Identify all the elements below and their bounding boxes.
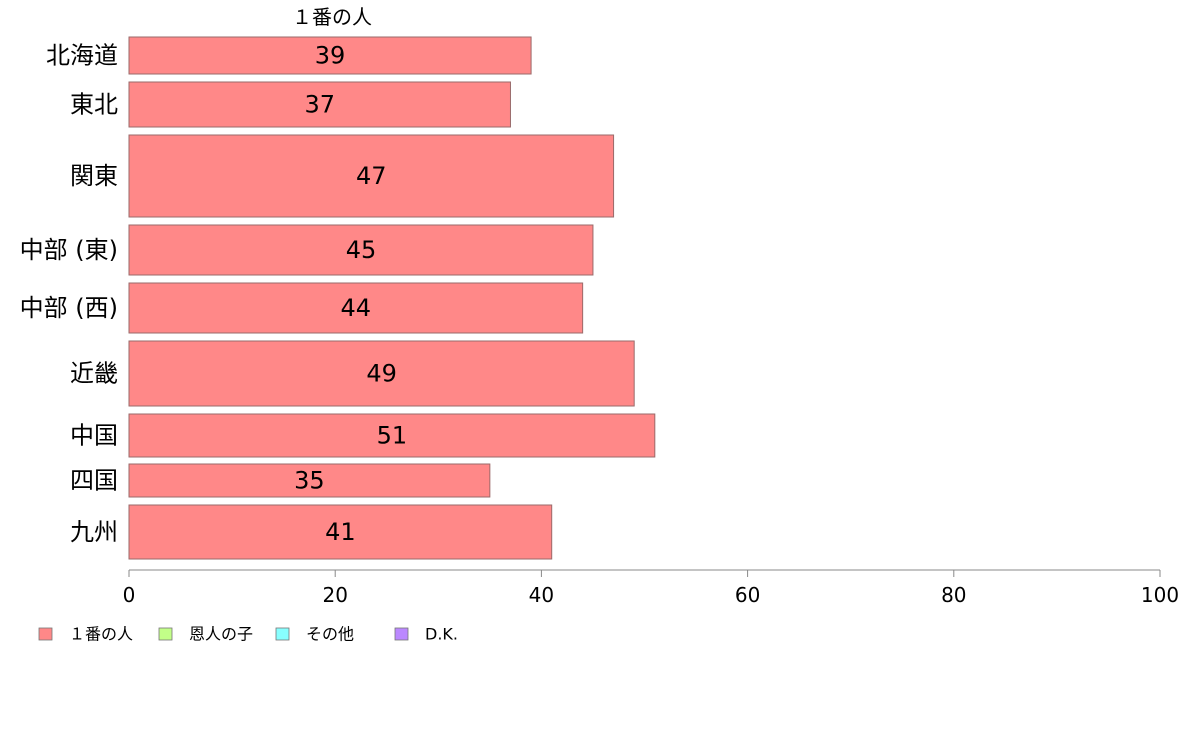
legend-swatch xyxy=(158,627,173,641)
category-label: 四国 xyxy=(70,467,118,495)
bar-7-series-0 xyxy=(128,463,491,498)
bar-value-label: 49 xyxy=(366,360,397,388)
bar-value-label: 39 xyxy=(315,42,346,70)
legend-swatch xyxy=(394,627,409,641)
bar-value-label: 37 xyxy=(304,91,335,119)
legend-label: 恩人の子 xyxy=(189,625,253,644)
bar-6-series-0 xyxy=(128,413,656,458)
bar-2-series-0 xyxy=(128,134,615,218)
bar-value-label: 51 xyxy=(377,422,408,450)
bar-0-series-0 xyxy=(128,36,532,75)
legend-swatch xyxy=(275,627,290,641)
x-axis: 0 20 40 60 80 100 xyxy=(123,569,1179,607)
category-label: 北海道 xyxy=(46,42,118,70)
category-label: 九州 xyxy=(70,518,118,546)
x-tick-label: 60 xyxy=(735,583,760,607)
bar-value-label: 44 xyxy=(341,294,372,322)
legend: １番の人 恩人の子 その他 D.K. xyxy=(38,625,458,644)
category-label: 中国 xyxy=(70,422,118,450)
bar-value-label: 41 xyxy=(325,518,356,546)
legend-swatch xyxy=(38,627,53,641)
category-label: 中部 (東) xyxy=(20,236,118,264)
category-label: 関東 xyxy=(70,162,118,190)
bar-4-series-0 xyxy=(128,282,584,334)
x-tick-label: 40 xyxy=(529,583,554,607)
bar-8-series-0 xyxy=(128,504,553,560)
bar-value-label: 47 xyxy=(356,162,387,190)
bar-value-label: 45 xyxy=(346,236,377,264)
legend-label: １番の人 xyxy=(69,625,133,644)
x-tick-label: 80 xyxy=(941,583,966,607)
x-tick-label: 100 xyxy=(1141,583,1179,607)
bar-value-label: 35 xyxy=(294,467,325,495)
legend-label: その他 xyxy=(306,625,354,644)
legend-label: D.K. xyxy=(425,625,458,644)
bar-5-series-0 xyxy=(128,340,635,407)
bar-1-series-0 xyxy=(128,81,511,128)
x-tick-label: 0 xyxy=(123,583,136,607)
bar-3-series-0 xyxy=(128,224,594,276)
series-header: １番の人 xyxy=(292,5,372,29)
category-label: 近畿 xyxy=(70,360,118,388)
category-label: 中部 (西) xyxy=(20,294,118,322)
category-label: 東北 xyxy=(70,91,118,119)
x-tick-label: 20 xyxy=(322,583,347,607)
